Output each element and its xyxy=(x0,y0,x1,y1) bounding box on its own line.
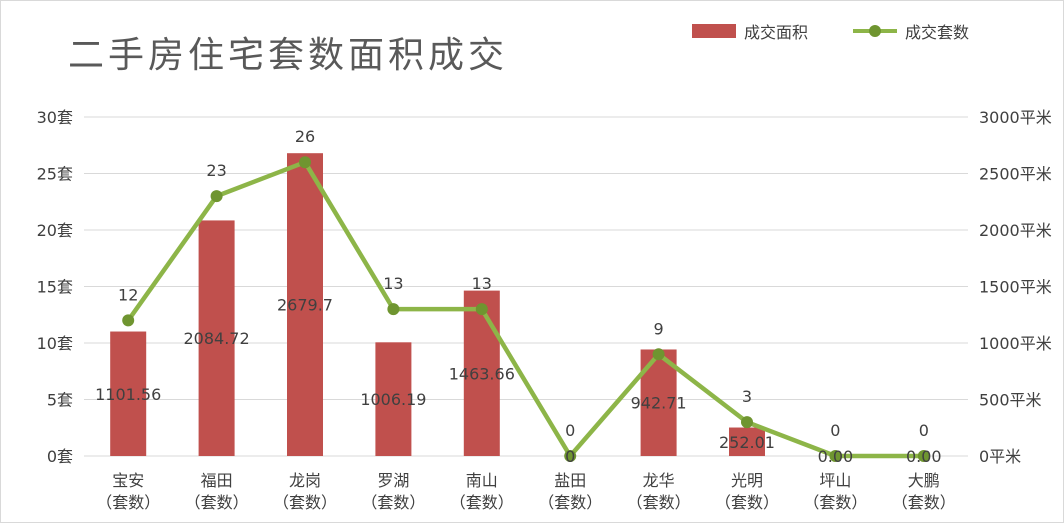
bar-data-label: 0 xyxy=(565,447,575,466)
x-tick-sublabel: （套数） xyxy=(450,493,514,512)
x-tick-label: 坪山 xyxy=(819,471,851,490)
line-point xyxy=(475,303,488,316)
line-point xyxy=(652,348,665,361)
x-tick-sublabel: （套数） xyxy=(361,493,425,512)
bar xyxy=(375,342,412,456)
bar-data-label: 1463.66 xyxy=(449,364,515,383)
line-point xyxy=(299,156,311,169)
line-data-label: 0 xyxy=(919,421,929,440)
y-right-tick-label: 0平米 xyxy=(979,447,1021,466)
y-right-tick-label: 1000平米 xyxy=(979,334,1052,353)
y-left-tick-label: 10套 xyxy=(37,334,73,353)
legend-item-area: 成交面积 xyxy=(692,19,808,43)
line-point xyxy=(917,450,930,462)
x-tick-label: 盐田 xyxy=(554,471,586,490)
line-data-label: 9 xyxy=(654,319,664,338)
legend-line-swatch xyxy=(853,24,897,38)
legend-item-count: 成交套数 xyxy=(853,19,969,43)
line-point xyxy=(387,303,400,316)
y-left-tick-label: 20套 xyxy=(37,221,73,240)
x-tick-label: 宝安 xyxy=(112,471,144,490)
line-data-label: 0 xyxy=(565,421,575,440)
bar xyxy=(198,220,235,456)
line-data-label: 0 xyxy=(830,421,840,440)
legend-bar-swatch xyxy=(692,24,736,38)
y-left-tick-label: 25套 xyxy=(37,165,73,184)
line-data-label: 23 xyxy=(206,161,226,180)
bar-data-label: 1006.19 xyxy=(360,390,426,409)
x-tick-sublabel: （套数） xyxy=(273,493,337,512)
x-tick-label: 龙岗 xyxy=(289,471,321,490)
x-tick-sublabel: （套数） xyxy=(96,493,160,512)
line-data-label: 13 xyxy=(472,274,492,293)
bar-data-label: 0.00 xyxy=(906,447,942,466)
x-tick-label: 罗湖 xyxy=(377,471,409,490)
y-right-tick-label: 2000平米 xyxy=(979,221,1052,240)
x-tick-label: 南山 xyxy=(466,471,498,490)
line-point xyxy=(122,314,135,327)
bar xyxy=(463,290,500,456)
y-right-tick-label: 500平米 xyxy=(979,391,1042,410)
x-tick-sublabel: （套数） xyxy=(185,493,249,512)
bar xyxy=(729,427,765,456)
y-left-tick-label: 30套 xyxy=(37,108,73,127)
x-tick-label: 大鹏 xyxy=(908,471,940,490)
bar-data-label: 2084.72 xyxy=(184,329,250,348)
line-point xyxy=(829,450,842,462)
line-data-label: 12 xyxy=(118,285,138,304)
x-tick-label: 光明 xyxy=(731,471,763,490)
y-right-tick-label: 2500平米 xyxy=(979,165,1052,184)
bar-data-label: 2679.7 xyxy=(277,296,333,315)
line-point xyxy=(564,450,577,462)
x-tick-sublabel: （套数） xyxy=(803,493,867,512)
line-data-label: 3 xyxy=(742,387,752,406)
bar-data-label: 942.71 xyxy=(631,394,687,413)
bar-data-label: 1101.56 xyxy=(95,385,161,404)
y-left-tick-label: 15套 xyxy=(37,278,73,297)
x-tick-sublabel: （套数） xyxy=(538,493,602,512)
line-point xyxy=(210,190,223,203)
line-point xyxy=(741,416,753,429)
bar-data-label: 252.01 xyxy=(719,433,775,452)
x-tick-label: 福田 xyxy=(201,471,233,490)
line-data-label: 13 xyxy=(383,274,403,293)
series-line xyxy=(126,159,924,459)
bar xyxy=(287,153,323,456)
x-tick-label: 龙华 xyxy=(643,471,675,490)
line-data-label: 26 xyxy=(295,127,315,146)
chart-title: 二手房住宅套数面积成交 xyxy=(68,35,509,76)
y-left-tick-label: 0套 xyxy=(47,447,73,466)
legend-label-area: 成交面积 xyxy=(744,23,809,42)
y-left-tick-label: 5套 xyxy=(47,391,73,410)
y-right-tick-label: 1500平米 xyxy=(979,278,1052,297)
legend-label-count: 成交套数 xyxy=(905,23,970,42)
x-tick-sublabel: （套数） xyxy=(715,493,779,512)
x-tick-sublabel: （套数） xyxy=(627,493,691,512)
bar xyxy=(110,331,147,456)
bar-data-label: 0.00 xyxy=(818,447,854,466)
x-tick-sublabel: （套数） xyxy=(892,493,956,512)
y-right-tick-label: 3000平米 xyxy=(979,108,1052,127)
